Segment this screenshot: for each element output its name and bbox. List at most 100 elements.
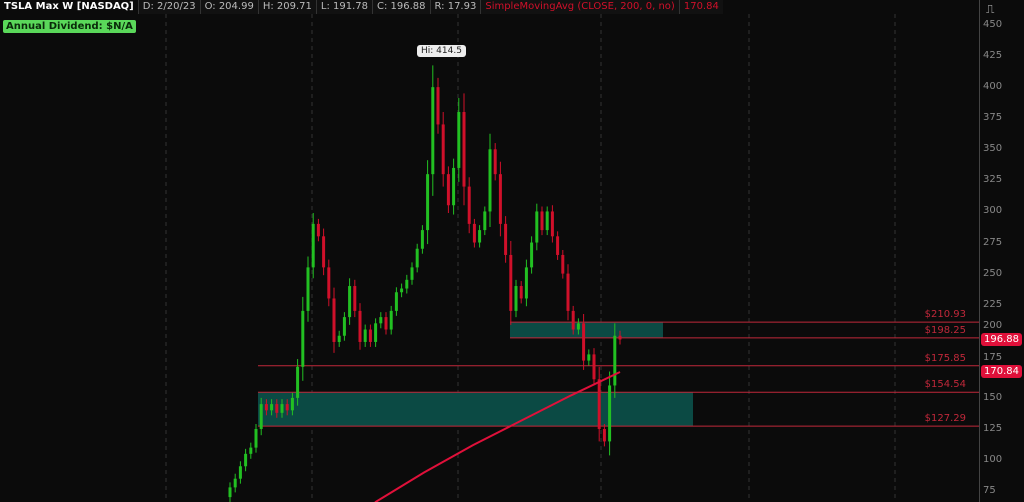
candle-body [493,149,497,175]
candle-body [311,223,315,268]
candle-body [301,310,305,367]
candle-body [524,267,528,299]
y-tick: 100 [983,454,1003,466]
candle-body [556,236,560,255]
candle-body [530,242,534,268]
candle-body [285,404,289,411]
y-tick: 350 [983,143,1003,155]
candle-body [509,254,513,311]
candle-body [348,286,352,318]
candle-body [337,335,341,342]
price-tag: 196.88 [981,332,1022,346]
candle-body [566,273,570,311]
y-tick: 275 [983,236,1003,248]
candle-body [238,466,242,479]
study-label[interactable]: SimpleMovingAvg (CLOSE, 200, 0, no) [485,1,675,12]
y-tick: 375 [983,112,1003,124]
candle-body [254,428,258,448]
y-tick: 175 [983,351,1003,363]
candle-body [592,354,596,380]
y-tick: 325 [983,174,1003,186]
candle-body [608,385,612,442]
level-label: $210.93 [924,309,966,321]
low-label: L: 191.78 [317,0,373,14]
y-tick: 250 [983,267,1003,279]
candle-body [545,211,549,231]
candle-body [342,317,346,336]
date-label: D: 2/20/23 [139,0,201,14]
support-zone [258,392,693,427]
y-tick: 300 [983,205,1003,217]
candle-body [441,124,445,175]
candle-body [561,254,565,274]
candle-body [389,310,393,330]
y-tick: 450 [983,19,1003,30]
candle-body [582,323,586,361]
candle-body [472,223,476,243]
price-axis-border [979,0,980,502]
candle-body [426,174,430,231]
level-label: $127.29 [924,413,966,425]
symbol-label[interactable]: TSLA Max W [NASDAQ] [0,0,139,14]
candle-body [322,236,326,268]
candle-body [264,404,268,411]
candle-body [332,298,336,342]
y-tick: 225 [983,298,1003,310]
y-tick: 150 [983,391,1003,403]
candle-body [275,404,279,413]
candle-body [504,223,508,255]
candle-body [420,230,424,249]
candle-body [374,323,378,342]
sma-line [374,371,621,502]
y-tick: 425 [983,50,1003,62]
candle-body [316,223,320,237]
candle-body [405,279,409,289]
y-tick: 75 [983,485,996,497]
candle-body [270,404,274,411]
close-label: C: 196.88 [373,0,431,14]
candle-body [478,230,482,243]
high-marker-label: Hi: 414.5 [417,45,466,57]
candle-body [457,112,461,168]
high-label: H: 209.71 [259,0,317,14]
candle-body [467,186,471,224]
candle-body [415,248,419,268]
open-label: O: 204.99 [201,0,259,14]
candle-body [613,335,617,386]
candle-body [296,366,300,398]
candle-body [436,87,440,125]
candle-body [280,404,284,413]
candle-body [597,379,601,429]
level-label: $154.54 [924,379,966,391]
candle-body [233,478,237,488]
candle-body [576,323,580,330]
dividend-badge: Annual Dividend: $N/A [3,20,136,33]
candle-body [259,404,263,429]
candle-body [327,267,331,299]
candle-body [483,211,487,231]
support-zone [510,322,663,338]
candle-body [446,174,450,206]
candle-body [244,453,248,467]
candle-body [571,310,575,330]
range-label: R: 17.93 [431,0,482,14]
candle-body [384,317,388,330]
candle-body [452,167,456,206]
candle-body [618,335,622,340]
candle-body [410,267,414,280]
studies-icon[interactable]: ⎍ [986,2,995,16]
candle-body [353,286,357,311]
candle-body [535,211,539,243]
candle-body [587,354,591,361]
y-tick: 200 [983,319,1003,331]
candle-body [290,397,294,411]
candle-body [394,292,398,311]
candle-body [602,428,606,442]
candle-body [249,447,253,454]
study-value: 170.84 [678,0,723,14]
candle-body [431,87,435,175]
candle-body [462,112,466,187]
candle-body [514,286,518,311]
candle-body [498,174,502,224]
